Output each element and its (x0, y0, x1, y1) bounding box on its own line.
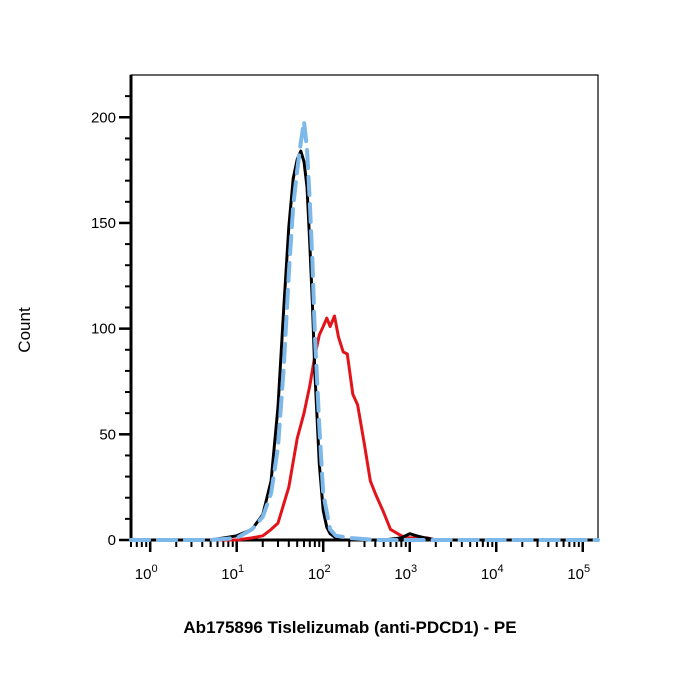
x-tick-label: 102 (308, 563, 331, 583)
histogram-series-3 (129, 119, 600, 542)
y-tick-label: 150 (91, 215, 116, 232)
y-axis-label-wrap: Count (15, 307, 35, 352)
histogram-series-2 (129, 149, 600, 542)
y-tick-label: 100 (91, 321, 116, 338)
x-tick-label: 104 (481, 563, 504, 583)
x-tick-label: 100 (135, 563, 158, 583)
y-tick-label: 50 (99, 426, 116, 443)
x-tick-label: 101 (221, 563, 244, 583)
axes: 0 50 100 150 200 100 101 102 103 104 105 (91, 74, 599, 583)
y-axis-label: Count (15, 307, 34, 353)
series-layer (129, 119, 600, 542)
x-tick-label: 103 (394, 563, 417, 583)
plot-frame (130, 74, 599, 541)
x-tick-label: 105 (567, 563, 590, 583)
y-tick-label: 0 (108, 532, 116, 549)
x-axis-label: Ab175896 Tislelizumab (anti-PDCD1) - PE (183, 618, 517, 637)
y-tick-label: 200 (91, 109, 116, 126)
histogram-series-1 (129, 314, 600, 542)
